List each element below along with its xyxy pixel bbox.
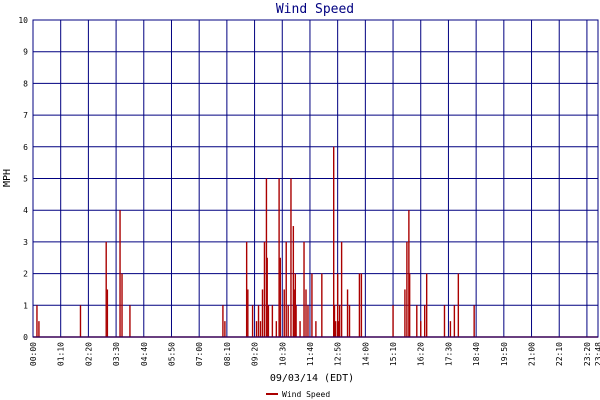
x-tick-labels: 00:00 01:10 02:20 03:30 04:40 05:50 07:00 08:10…: [29, 342, 600, 366]
x-tick-label: 17:30: [444, 342, 453, 366]
y-tick-label: 3: [23, 238, 28, 247]
x-tick-label: 16:20: [417, 342, 426, 366]
x-tick-label: 00:00: [29, 342, 38, 366]
x-tick-label: 19:50: [500, 342, 509, 366]
y-tick-label: 5: [23, 175, 28, 184]
y-tick-label: 4: [23, 206, 28, 215]
x-tick-label: 08:10: [223, 342, 232, 366]
x-tick-label: 01:10: [57, 342, 66, 366]
x-tick-label: 12:50: [334, 342, 343, 366]
chart-title: Wind Speed: [276, 2, 354, 17]
y-tick-label: 1: [23, 301, 28, 310]
x-tick-label: 04:40: [140, 342, 149, 366]
y-tick-labels: 0 1 2 3 4 5 6 7 8 9 10: [18, 16, 28, 342]
y-tick-label: 10: [18, 16, 28, 25]
x-tick-label: 15:10: [389, 342, 398, 366]
x-tick-label: 11:40: [306, 342, 315, 366]
x-tick-label: 05:50: [167, 342, 176, 366]
x-tick-label: 22:10: [555, 342, 564, 366]
x-tick-label: 02:20: [84, 342, 93, 366]
x-tick-label: 10:30: [278, 342, 287, 366]
y-tick-label: 9: [23, 48, 28, 57]
x-tick-label: 18:40: [472, 342, 481, 366]
x-tick-label: 21:00: [528, 342, 537, 366]
grid-lines: [32, 19, 599, 338]
y-tick-label: 7: [23, 111, 28, 120]
y-tick-label: 2: [23, 270, 28, 279]
legend: Wind Speed: [266, 390, 330, 399]
x-tick-label: 03:30: [112, 342, 121, 366]
y-axis-label: MPH: [2, 169, 13, 187]
y-tick-label: 0: [23, 333, 28, 342]
x-axis-label: 09/03/14 (EDT): [270, 373, 354, 384]
x-tick-label: 23:20: [583, 342, 592, 366]
y-tick-label: 8: [23, 79, 28, 88]
plot-area-frame: [32, 19, 599, 338]
y-tick-label: 6: [23, 143, 28, 152]
x-tick-label: 07:00: [195, 342, 204, 366]
x-tick-label: 09:20: [251, 342, 260, 366]
x-tick-label: 23:48: [594, 342, 600, 366]
x-tick-label: 14:00: [361, 342, 370, 366]
legend-label: Wind Speed: [282, 390, 330, 399]
